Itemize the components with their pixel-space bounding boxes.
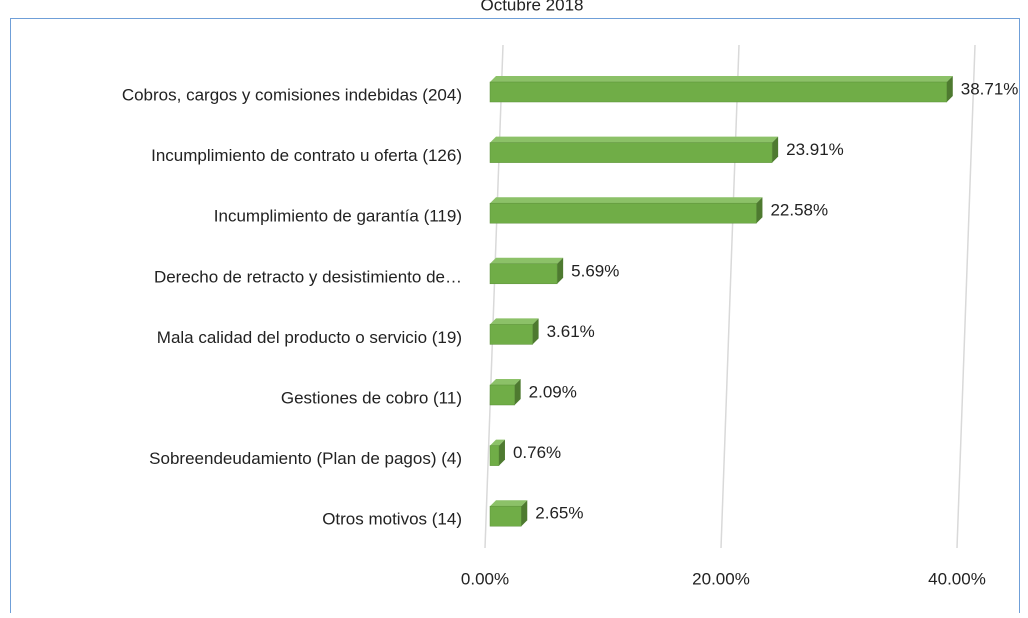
bar-top: [490, 197, 763, 204]
grid-line: [956, 44, 976, 549]
grid-line: [484, 44, 504, 549]
bar-side: [521, 500, 528, 527]
data-label: 0.76%: [513, 443, 561, 462]
bar-side: [756, 197, 763, 224]
y-tick-label: Derecho de retracto y desistimiento de…: [154, 267, 462, 286]
bar-top: [490, 379, 521, 385]
x-tick-label: 0.00%: [461, 569, 509, 588]
y-tick-label: Otros motivos (14): [322, 510, 462, 529]
bar-side: [532, 318, 539, 345]
data-label: 3.61%: [547, 322, 595, 341]
bar-top: [490, 76, 953, 82]
chart-border: [10, 18, 1020, 618]
bar-top: [490, 257, 564, 264]
data-label: 5.69%: [571, 261, 619, 280]
x-tick-label: 20.00%: [692, 569, 750, 588]
x-tick-label: 40.00%: [928, 569, 986, 588]
bar: [489, 263, 558, 285]
data-label: 38.71%: [961, 79, 1019, 98]
bar-side: [946, 76, 953, 102]
grid-line: [720, 44, 740, 549]
data-label: 23.91%: [786, 140, 844, 159]
chart-title: Octubre 2018: [480, 0, 583, 14]
bar: [489, 324, 533, 345]
data-label: 2.09%: [529, 382, 577, 401]
bar: [489, 202, 757, 224]
bar: [489, 81, 948, 103]
bar-side: [498, 439, 505, 466]
bar: [489, 445, 500, 466]
bar-side: [514, 379, 521, 405]
y-tick-label: Mala calidad del producto o servicio (19…: [157, 328, 462, 347]
data-label: 22.58%: [770, 201, 828, 220]
bar-top: [490, 136, 779, 143]
y-tick-label: Incumplimiento de contrato u oferta (126…: [151, 146, 462, 165]
bar-side: [557, 257, 564, 284]
bar-top: [490, 439, 505, 446]
bar-top: [490, 500, 528, 507]
y-tick-label: Sobreendeudamiento (Plan de pagos) (4): [149, 449, 462, 468]
data-label: 2.65%: [535, 504, 583, 523]
bar: [489, 384, 515, 406]
bar-side: [772, 136, 779, 163]
y-tick-label: Incumplimiento de garantía (119): [214, 207, 462, 226]
y-tick-label: Cobros, cargos y comisiones indebidas (2…: [122, 85, 462, 104]
y-tick-label: Gestiones de cobro (11): [281, 388, 462, 407]
bar: [489, 142, 773, 163]
bar: [489, 505, 522, 527]
bar-top: [490, 318, 539, 325]
